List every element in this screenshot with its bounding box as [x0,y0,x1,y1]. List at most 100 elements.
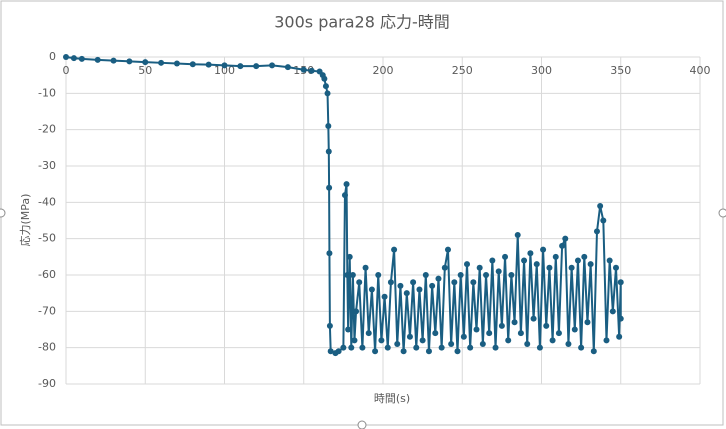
data-point [94,56,101,63]
data-point [606,257,613,264]
handle[interactable] [0,208,6,218]
x-tick-label: 350 [610,64,631,77]
data-point [612,264,619,271]
data-point [568,264,575,271]
data-point [419,337,426,344]
data-point [521,257,528,264]
x-tick-label: 50 [138,64,152,77]
data-point [460,333,467,340]
y-tick-label: -30 [38,159,56,172]
data-point [444,246,451,253]
y-tick-label: -20 [38,123,56,136]
y-axis-label: 応力(MPa) [18,194,32,247]
data-point [438,344,445,351]
data-point [432,330,439,337]
data-point [559,242,566,249]
y-tick-label: -70 [38,304,56,317]
data-point [344,272,351,278]
data-point [378,337,385,344]
x-axis-label: 時間(s) [374,392,410,405]
data-point [603,337,610,344]
data-point [400,348,407,355]
data-point [335,348,342,355]
data-point [543,322,550,329]
data-point [600,217,607,224]
data-point [126,58,133,65]
data-point [473,326,480,333]
data-point [142,59,149,66]
data-point [565,341,572,348]
data-point [581,253,588,260]
data-point [562,235,569,242]
data-point [492,344,499,351]
data-point [511,319,518,326]
data-point [253,63,260,70]
data-point [391,246,398,253]
data-point [517,330,524,337]
data-point [356,279,363,286]
data-point [425,348,432,355]
data-point [300,66,307,73]
y-tick-label: -80 [38,341,56,354]
data-point [384,344,391,351]
data-point [63,54,69,60]
data-point [326,250,333,257]
data-point [590,348,597,355]
data-point [381,293,388,300]
handle[interactable] [718,208,726,218]
data-point [584,319,591,326]
data-point [470,279,477,286]
data-point [326,322,333,329]
data-point [524,341,531,348]
x-tick-label: 250 [452,64,473,77]
y-tick-label: -50 [38,232,56,245]
data-point [555,330,562,337]
data-point [552,253,559,260]
data-point [368,286,375,293]
handle[interactable] [357,420,367,429]
data-point [486,330,493,337]
data-point [476,264,483,271]
data-point [221,62,228,69]
data-point [617,279,624,286]
data-point [508,272,515,278]
x-tick-label: 200 [373,64,394,77]
data-point [467,344,474,351]
data-point [609,308,616,315]
data-point [372,348,379,355]
data-point [454,348,461,355]
data-point [441,264,448,271]
data-point [284,64,291,71]
data-point [110,57,117,64]
data-point [597,202,604,209]
data-point [416,286,423,293]
data-point [327,348,334,355]
data-point [173,60,180,67]
data-point [448,341,455,348]
data-point [502,253,509,260]
data-point [514,232,521,239]
data-point [527,250,534,257]
data-point [341,192,348,199]
data-point [343,181,350,188]
data-point [349,272,356,278]
x-tick-label: 400 [690,64,711,77]
data-point [429,282,436,289]
data-point [353,308,360,315]
data-point [348,344,355,351]
data-point [322,83,329,90]
data-point [571,326,578,333]
data-point [324,90,331,97]
data-point [483,272,490,278]
y-tick-label: -40 [38,195,56,208]
y-tick-label: -10 [38,86,56,99]
data-point [387,279,394,286]
data-point [403,290,410,297]
data-point [540,246,547,253]
data-point [546,264,553,271]
data-point [325,123,332,130]
data-point [505,337,512,344]
data-point [375,272,382,278]
data-point [308,67,315,74]
